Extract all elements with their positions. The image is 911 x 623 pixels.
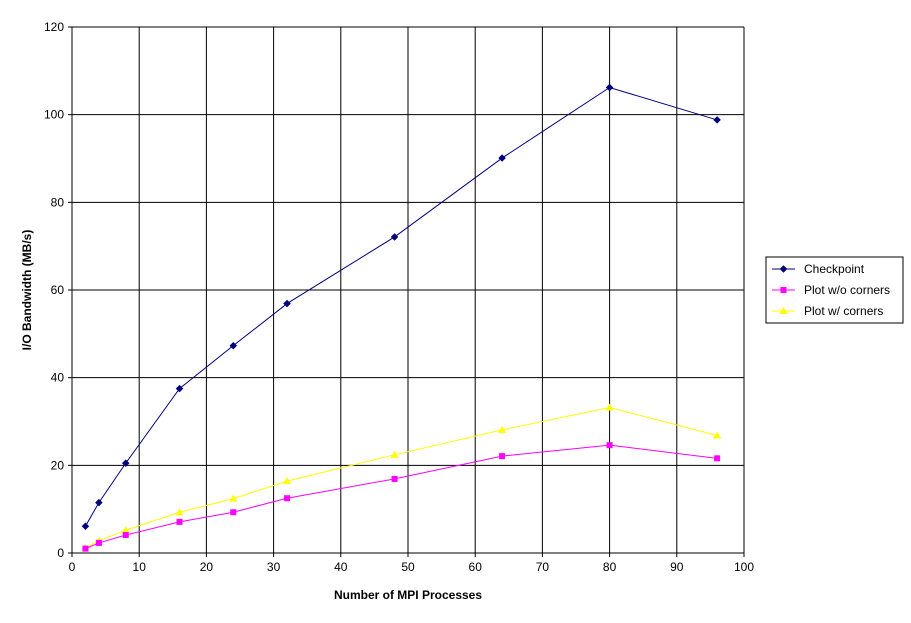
legend: Checkpoint Plot w/o corners Plot w/ corner… [765,256,904,324]
data-point [283,477,292,485]
y-tick-label: 120 [44,20,64,34]
series-plot-w-o-corners [82,442,721,552]
data-point [229,341,238,350]
x-tick-label: 100 [734,560,754,574]
x-tick-label: 20 [200,560,214,574]
series-line [85,86,718,527]
y-tick-label: 0 [57,546,64,560]
data-point [390,233,399,241]
legend-marker [779,265,788,273]
data-point [176,518,183,525]
data-point [284,495,291,502]
series-line [85,444,718,550]
y-tick-label: 60 [51,283,65,297]
data-point [95,539,102,546]
series-group [81,83,722,552]
data-point [498,425,507,433]
axes: 0 10 20 30 40 50 60 70 80 90 100 0 20 40 60 80 100 120 [44,20,754,574]
x-tick-label: 80 [603,560,617,574]
y-tick-label: 40 [51,371,65,385]
legend-label: Plot w/o corners [804,283,890,297]
legend-item: Plot w/ corners [772,304,883,318]
data-point [230,509,237,516]
x-tick-label: 0 [69,560,76,574]
data-point [499,453,506,460]
y-tick-label: 80 [51,195,65,209]
data-point [122,532,129,539]
data-point [121,459,130,467]
data-point [606,442,613,449]
x-tick-label: 50 [401,560,415,574]
x-tick-label: 70 [536,560,550,574]
legend-item: Plot w/o corners [772,283,890,297]
data-point [175,508,184,516]
data-point [498,154,506,162]
x-tick-label: 40 [334,560,348,574]
legend-marker [779,307,788,314]
data-point [605,83,614,92]
legend-label: Checkpoint [804,262,865,276]
y-axis-title: I/O Bandwidth (MB/s) [20,230,34,351]
y-tick-label: 100 [44,108,64,122]
data-point [229,494,238,502]
x-tick-label: 10 [133,560,147,574]
data-point [713,116,721,124]
data-point [713,431,722,439]
legend-label: Plot w/ corners [804,304,883,318]
legend-item: Checkpoint [772,262,865,276]
data-point [81,522,90,531]
data-point [82,545,89,552]
series-line [85,406,718,549]
data-point [714,455,721,462]
data-point [283,299,291,308]
series-checkpoint [81,83,721,531]
data-point [605,403,614,411]
data-point [175,384,184,393]
x-tick-label: 90 [670,560,684,574]
data-point [390,450,399,458]
data-point [391,475,398,482]
y-tick-label: 20 [51,458,65,472]
data-point [95,498,103,507]
x-axis-title: Number of MPI Processes [334,588,482,602]
x-tick-label: 60 [469,560,483,574]
legend-marker [780,287,787,293]
x-tick-label: 30 [267,560,281,574]
data-point [121,526,130,534]
